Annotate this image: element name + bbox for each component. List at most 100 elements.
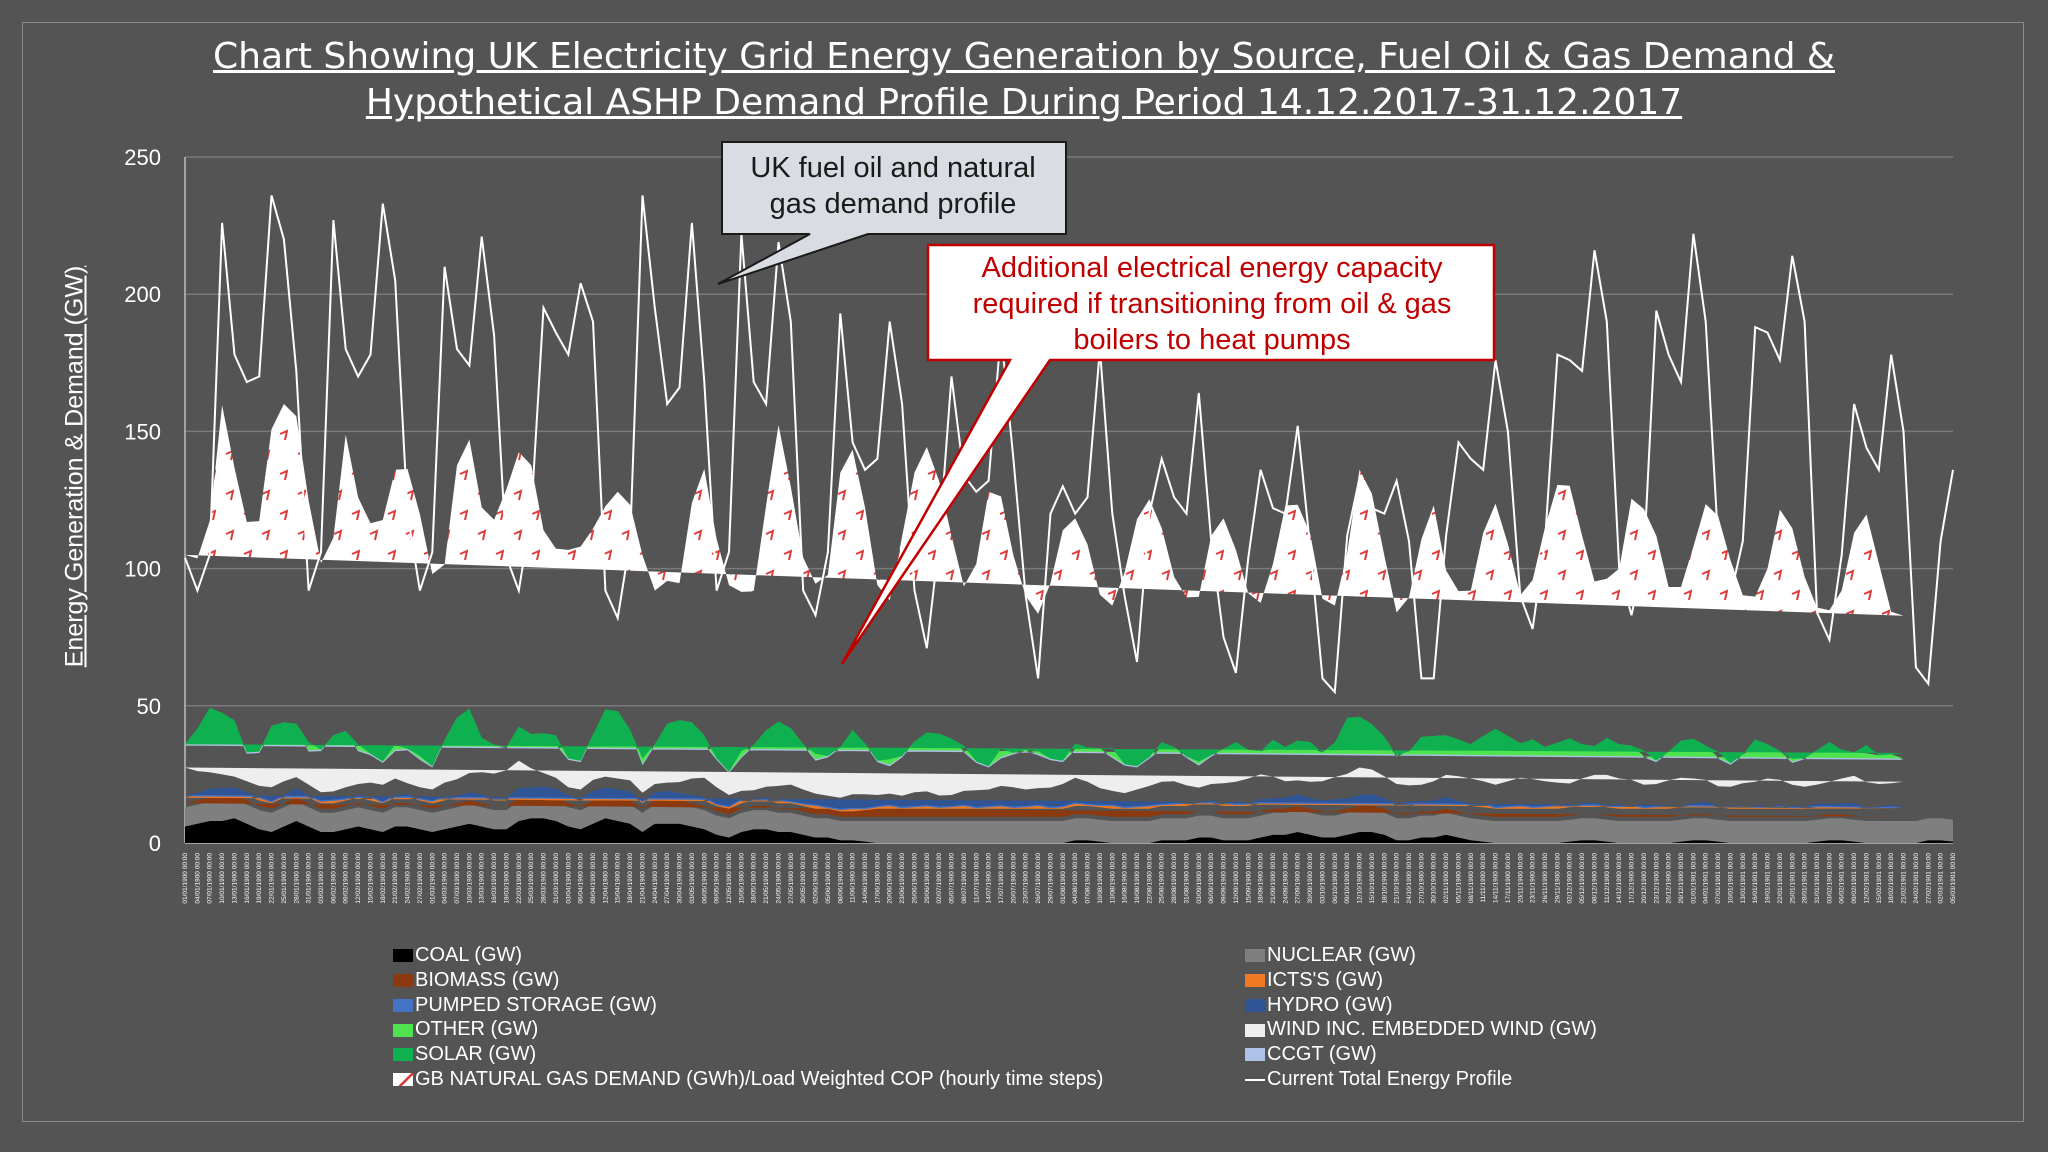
legend-label: HYDRO (GW) xyxy=(1267,993,1393,1016)
x-tick-label: 23/11/1900 00:00 xyxy=(1530,853,1537,904)
x-tick-label: 14/12/1900 00:00 xyxy=(1616,853,1623,904)
x-tick-label: 27/02/1901 00:00 xyxy=(1925,853,1932,904)
x-tick-label: 06/05/1900 00:00 xyxy=(701,853,708,904)
legend-label: COAL (GW) xyxy=(415,944,523,966)
area-other-gw xyxy=(185,711,1904,772)
x-tick-label: 06/02/1900 00:00 xyxy=(330,853,337,904)
x-tick-label: 26/12/1900 00:00 xyxy=(1666,853,1673,904)
x-tick-label: 25/01/1901 00:00 xyxy=(1789,853,1796,904)
x-tick-label: 02/11/1900 00:00 xyxy=(1443,853,1450,904)
legend-label: CCGT (GW) xyxy=(1267,1043,1377,1066)
x-tick-label: 25/01/1900 00:00 xyxy=(281,853,288,904)
y-tick-label: 50 xyxy=(137,694,161,719)
x-tick-label: 21/09/1900 00:00 xyxy=(1270,853,1277,904)
x-tick-label: 08/12/1900 00:00 xyxy=(1592,853,1599,904)
x-tick-label: 04/01/1901 00:00 xyxy=(1703,853,1710,904)
x-tick-label: 24/02/1900 00:00 xyxy=(405,853,412,904)
x-tick-label: 09/09/1900 00:00 xyxy=(1221,853,1228,904)
x-tick-label: 22/01/1900 00:00 xyxy=(269,853,276,904)
area-nuclear-gw xyxy=(185,799,1953,843)
x-tick-label: 31/01/1901 00:00 xyxy=(1814,853,1821,904)
callout-gas-demand-text: UK fuel oil and natural gas demand profi… xyxy=(750,152,1036,220)
x-tick-label: 27/09/1900 00:00 xyxy=(1295,853,1302,904)
x-tick-label: 13/01/1900 00:00 xyxy=(232,853,239,904)
x-tick-label: 14/11/1900 00:00 xyxy=(1493,853,1500,904)
x-tick-label: 04/08/1900 00:00 xyxy=(1072,853,1079,904)
x-tick-label: 15/02/1901 00:00 xyxy=(1876,853,1883,904)
legend-label: NUCLEAR (GW) xyxy=(1267,944,1416,966)
x-tick-label: 13/03/1900 00:00 xyxy=(479,853,486,904)
legend-swatch xyxy=(393,998,413,1012)
x-tick-label: 12/02/1900 00:00 xyxy=(355,853,362,904)
x-tick-label: 20/12/1900 00:00 xyxy=(1641,853,1648,904)
x-tick-label: 30/04/1900 00:00 xyxy=(677,853,684,904)
legend-label: PUMPED STORAGE (GW) xyxy=(415,993,657,1016)
legend-swatch xyxy=(1245,949,1265,963)
x-tick-label: 28/01/1901 00:00 xyxy=(1802,853,1809,904)
x-tick-label: 28/08/1900 00:00 xyxy=(1171,853,1178,904)
area-pumped-storage-gw xyxy=(185,788,1904,811)
x-tick-label: 05/03/1901 00:00 xyxy=(1950,853,1957,904)
x-tick-label: 03/10/1900 00:00 xyxy=(1320,853,1327,904)
x-tick-label: 18/04/1900 00:00 xyxy=(627,853,634,904)
x-tick-label: 03/02/1901 00:00 xyxy=(1826,853,1833,904)
x-tick-label: 05/06/1900 00:00 xyxy=(825,853,832,904)
legend-item: GB NATURAL GAS DEMAND (GWh)/Load Weighte… xyxy=(393,1067,1103,1092)
x-tick-label: 24/10/1900 00:00 xyxy=(1406,853,1413,904)
x-tick-label: 17/07/1900 00:00 xyxy=(998,853,1005,904)
x-tick-label: 29/12/1900 00:00 xyxy=(1678,853,1685,904)
x-tick-label: 21/05/1900 00:00 xyxy=(763,853,770,904)
x-tick-label: 15/02/1900 00:00 xyxy=(368,853,375,904)
x-tick-label: 28/01/1900 00:00 xyxy=(293,853,300,904)
x-tick-label: 06/09/1900 00:00 xyxy=(1208,853,1215,904)
chart-title: Chart Showing UK Electricity Grid Energy… xyxy=(0,34,2048,126)
legend-label: OTHER (GW) xyxy=(415,1018,539,1041)
x-tick-label: 08/11/1900 00:00 xyxy=(1468,853,1475,904)
legend-label: WIND INC. EMBEDDED WIND (GW) xyxy=(1267,1018,1597,1041)
x-tick-label: 02/03/1901 00:00 xyxy=(1938,853,1945,904)
area-coal-gw xyxy=(185,818,1953,843)
x-tick-label: 19/01/1900 00:00 xyxy=(256,853,263,904)
x-tick-label: 21/02/1900 00:00 xyxy=(392,853,399,904)
legend-item: CCGT (GW) xyxy=(1245,1042,1377,1067)
legend-item: NUCLEAR (GW) xyxy=(1245,943,1416,968)
x-tick-label: 12/05/1900 00:00 xyxy=(726,853,733,904)
legend-label: BIOMASS (GW) xyxy=(415,968,560,991)
x-tick-label: 15/05/1900 00:00 xyxy=(738,853,745,904)
x-tick-label: 24/04/1900 00:00 xyxy=(652,853,659,904)
x-tick-label: 14/06/1900 00:00 xyxy=(862,853,869,904)
x-tick-label: 06/04/1900 00:00 xyxy=(578,853,585,904)
x-tick-label: 25/03/1900 00:00 xyxy=(528,853,535,904)
x-tick-label: 01/08/1900 00:00 xyxy=(1060,853,1067,904)
legend-item: WIND INC. EMBEDDED WIND (GW) xyxy=(1245,1017,1597,1042)
x-tick-label: 03/04/1900 00:00 xyxy=(565,853,572,904)
x-tick-label: 11/06/1900 00:00 xyxy=(850,853,857,904)
x-tick-label: 09/04/1900 00:00 xyxy=(590,853,597,904)
x-tick-label: 05/07/1900 00:00 xyxy=(949,853,956,904)
x-tick-label: 02/12/1900 00:00 xyxy=(1567,853,1574,904)
x-tick-label: 19/03/1900 00:00 xyxy=(504,853,511,904)
x-tick-label: 17/12/1900 00:00 xyxy=(1629,853,1636,904)
legend-item: Current Total Energy Profile xyxy=(1245,1067,1512,1092)
x-tick-label: 21/10/1900 00:00 xyxy=(1394,853,1401,904)
x-tick-label: 21/04/1900 00:00 xyxy=(640,853,647,904)
x-tick-label: 11/11/1900 00:00 xyxy=(1480,853,1487,903)
x-tick-label: 22/01/1901 00:00 xyxy=(1777,853,1784,904)
x-tick-label: 02/06/1900 00:00 xyxy=(813,853,820,904)
x-tick-label: 30/05/1900 00:00 xyxy=(800,853,807,904)
y-tick-label: 100 xyxy=(124,557,161,582)
x-tick-label: 26/06/1900 00:00 xyxy=(912,853,919,904)
x-tick-label: 14/07/1900 00:00 xyxy=(986,853,993,904)
area-hydro-gw xyxy=(185,786,1904,809)
x-tick-label: 07/08/1900 00:00 xyxy=(1085,853,1092,904)
area-wind-inc-embedded-wind-gw xyxy=(185,760,1904,798)
x-tick-label: 04/01/1900 00:00 xyxy=(194,853,201,904)
area-icts-s-gw xyxy=(185,789,1904,812)
x-tick-label: 27/04/1900 00:00 xyxy=(664,853,671,904)
legend-item: PUMPED STORAGE (GW) xyxy=(393,993,657,1018)
x-tick-label: 12/10/1900 00:00 xyxy=(1357,853,1364,904)
legend-swatch xyxy=(393,1073,413,1087)
x-tick-label: 13/01/1901 00:00 xyxy=(1740,853,1747,904)
x-tick-label: 12/09/1900 00:00 xyxy=(1233,853,1240,904)
